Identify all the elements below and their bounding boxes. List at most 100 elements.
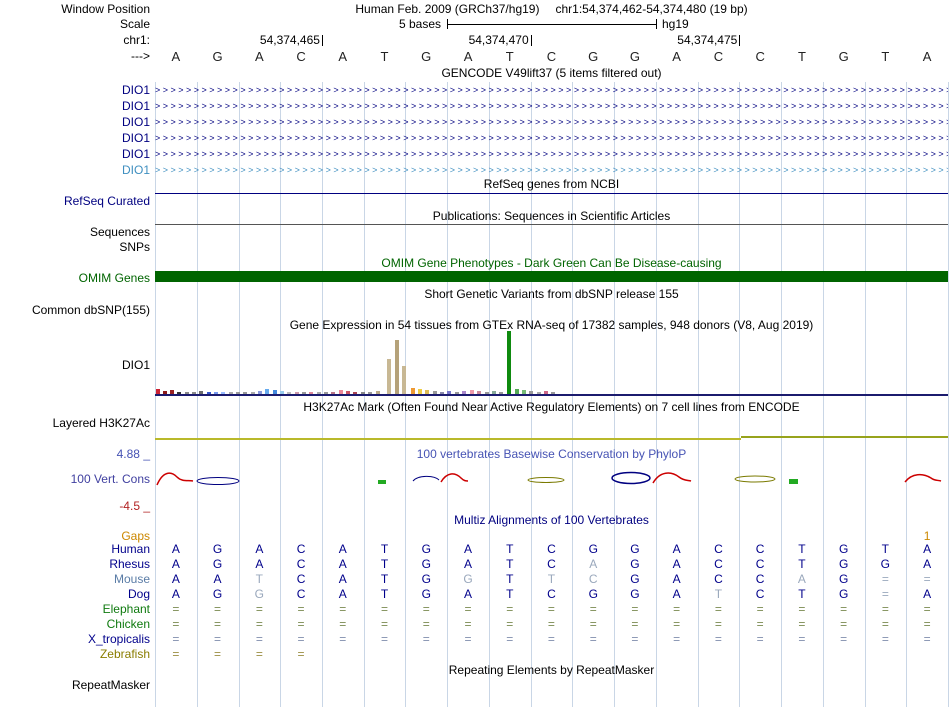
alignment-base: A — [923, 587, 932, 601]
alignment-base: A — [338, 572, 347, 586]
gtex-bar[interactable] — [258, 391, 262, 394]
gtex-bar[interactable] — [324, 392, 328, 394]
gtex-bar[interactable] — [433, 391, 437, 394]
alignment-row[interactable]: Zebrafish = = = = — [0, 647, 950, 662]
gtex-bar[interactable] — [199, 391, 203, 394]
gtex-bar[interactable] — [273, 390, 277, 394]
alignment-row[interactable]: X_tropicalis = = = = = = = = = = = = = = = = = = = — [0, 632, 950, 647]
gtex-bar[interactable] — [387, 359, 391, 394]
publications-title: Publications: Sequences in Scientific Ar… — [432, 209, 671, 223]
gtex-bar[interactable] — [485, 392, 489, 394]
gtex-bar[interactable] — [177, 392, 181, 394]
transcript-label: DIO1 — [121, 115, 150, 129]
gtex-bar[interactable] — [353, 392, 357, 394]
alignment-base: C — [547, 587, 556, 601]
gtex-bar[interactable] — [522, 390, 526, 394]
alignment-row[interactable]: Chicken = = = = = = = = = = = = = = = = = = = — [0, 617, 950, 632]
refseq-gene-line[interactable] — [155, 193, 948, 194]
gtex-bar[interactable] — [368, 392, 372, 394]
base-letter: A — [338, 49, 348, 64]
alignment-row[interactable]: Mouse A A T C A T G G T T C G A C C A G = = — [0, 572, 950, 587]
conservation-wiggle[interactable] — [155, 463, 948, 497]
gtex-bar[interactable] — [185, 392, 189, 394]
gtex-bar[interactable] — [499, 392, 503, 394]
base-letter: C — [713, 49, 724, 64]
alignment-base: = — [172, 602, 180, 616]
gtex-bar[interactable] — [229, 392, 233, 394]
gtex-bar[interactable] — [447, 391, 451, 394]
alignment-base: = — [214, 647, 222, 661]
alignment-row[interactable]: Elephant = = = = = = = = = = = = = = = = = = = — [0, 602, 950, 617]
gtex-bar[interactable] — [221, 392, 225, 394]
refseq-curated-label: RefSeq Curated — [63, 194, 150, 208]
gtex-bar[interactable] — [214, 392, 218, 394]
base-letter: T — [881, 49, 890, 64]
alignment-base: G — [212, 587, 223, 601]
alignment-base: = — [422, 602, 430, 616]
alignment-row[interactable]: Human A G A C A T G A T C G G A C C T G T A — [0, 542, 950, 557]
alignment-base: = — [673, 632, 681, 646]
gtex-bar[interactable] — [309, 392, 313, 394]
gtex-bar[interactable] — [192, 392, 196, 394]
gencode-transcript[interactable]: DIO1 >>>>>>>>>>>>>>>>>>>>>>>>>>>>>>>>>>>>… — [0, 146, 950, 162]
gtex-bar[interactable] — [280, 391, 284, 394]
gtex-bar[interactable] — [346, 391, 350, 394]
scale-bar — [447, 19, 657, 29]
alignment-row[interactable]: Dog A G G C A T G A T C G G A T C T G = A — [0, 587, 950, 602]
gtex-bar[interactable] — [411, 388, 415, 394]
gtex-bar[interactable] — [302, 392, 306, 394]
alignment-row[interactable]: Rhesus A G A C A T G A T C A G A C C T G G A — [0, 557, 950, 572]
gtex-bar[interactable] — [551, 392, 555, 394]
gtex-bars[interactable] — [155, 331, 948, 394]
gtex-bar[interactable] — [455, 392, 459, 394]
repeatmasker-label: RepeatMasker — [71, 678, 150, 692]
alignment-base: = — [881, 602, 889, 616]
gtex-bar[interactable] — [295, 392, 299, 394]
gencode-transcript[interactable]: DIO1 >>>>>>>>>>>>>>>>>>>>>>>>>>>>>>>>>>>>… — [0, 82, 950, 98]
gtex-bar[interactable] — [243, 392, 247, 394]
gtex-bar[interactable] — [470, 390, 474, 394]
gtex-bar[interactable] — [163, 391, 167, 394]
gtex-bar[interactable] — [507, 331, 511, 394]
gtex-bar[interactable] — [492, 391, 496, 394]
gtex-bar[interactable] — [236, 392, 240, 394]
h3k27ac-signal-line-right[interactable] — [741, 436, 948, 438]
alignment-base: C — [296, 587, 306, 601]
gtex-bar[interactable] — [462, 391, 466, 394]
base-letter: T — [505, 49, 514, 64]
gtex-bar[interactable] — [265, 389, 269, 394]
omim-gene-bar[interactable] — [155, 271, 948, 282]
gtex-bar[interactable] — [376, 391, 380, 394]
gtex-bar[interactable] — [317, 392, 321, 394]
gtex-bar[interactable] — [529, 391, 533, 394]
gtex-bar[interactable] — [251, 392, 255, 394]
gtex-bar[interactable] — [425, 390, 429, 394]
alignment-base: = — [589, 632, 597, 646]
gencode-transcript[interactable]: DIO1 >>>>>>>>>>>>>>>>>>>>>>>>>>>>>>>>>>>>… — [0, 114, 950, 130]
gtex-bar[interactable] — [402, 366, 406, 394]
gtex-bar[interactable] — [361, 392, 365, 394]
gencode-transcript[interactable]: DIO1 >>>>>>>>>>>>>>>>>>>>>>>>>>>>>>>>>>>>… — [0, 162, 950, 178]
gtex-bar[interactable] — [207, 392, 211, 394]
h3k27ac-signal-line[interactable] — [155, 438, 741, 440]
gtex-bar[interactable] — [477, 391, 481, 394]
gtex-bar[interactable] — [287, 392, 291, 394]
sequences-line[interactable] — [155, 224, 948, 225]
gtex-bar[interactable] — [339, 390, 343, 394]
alignment-base: = — [339, 602, 347, 616]
gencode-transcript[interactable]: DIO1 >>>>>>>>>>>>>>>>>>>>>>>>>>>>>>>>>>>>… — [0, 98, 950, 114]
gtex-bar[interactable] — [515, 389, 519, 394]
gtex-bar[interactable] — [156, 389, 160, 394]
gtex-bar[interactable] — [395, 340, 399, 394]
gencode-transcript[interactable]: DIO1 >>>>>>>>>>>>>>>>>>>>>>>>>>>>>>>>>>>>… — [0, 130, 950, 146]
gtex-bar[interactable] — [544, 391, 548, 394]
base-row: ---> A G A C A T G A T C G G A C C T G T A — [0, 49, 950, 64]
alignment-base: = — [798, 617, 806, 631]
gtex-bar[interactable] — [418, 389, 422, 394]
gtex-bar[interactable] — [331, 392, 335, 394]
alignment-base: = — [631, 632, 639, 646]
gtex-bar[interactable] — [537, 392, 541, 394]
gtex-bar[interactable] — [170, 390, 174, 394]
omim-genes-label: OMIM Genes — [78, 271, 150, 285]
gtex-bar[interactable] — [440, 392, 444, 394]
